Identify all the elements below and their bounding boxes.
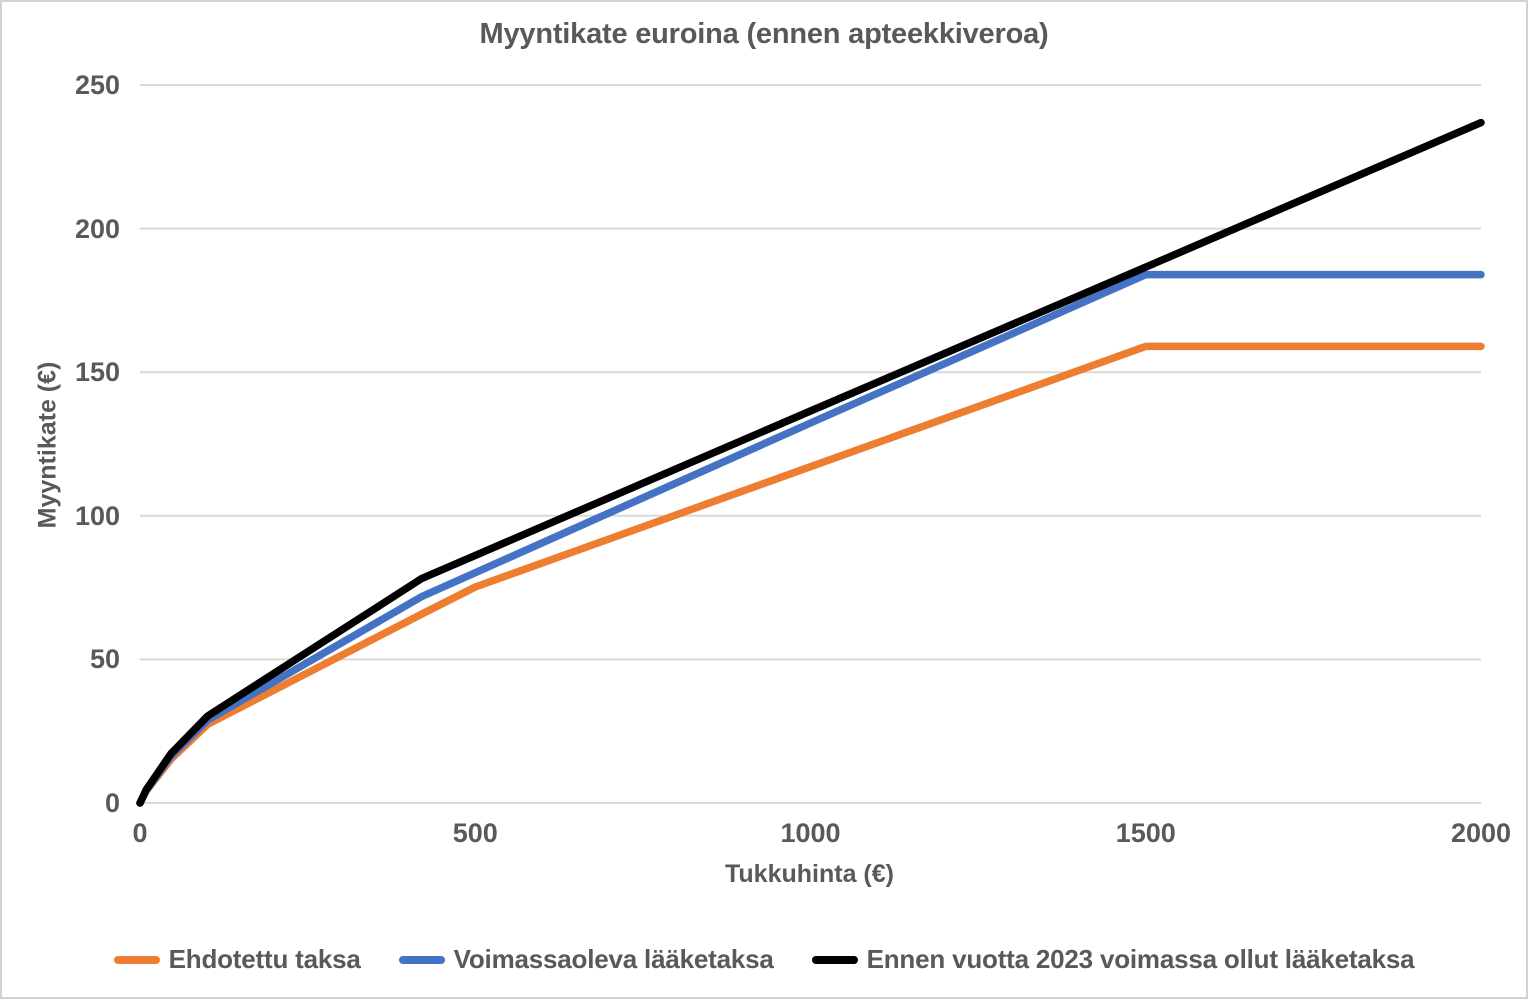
x-tick-label: 1500	[1115, 818, 1176, 848]
x-axis-title: Tukkuhinta (€)	[725, 860, 894, 888]
chart-title: Myyntikate euroina (ennen apteekkiveroa)	[479, 18, 1049, 50]
legend-swatch-icon	[398, 955, 445, 964]
series-line-1	[136, 270, 1485, 807]
legend-label: Ennen vuotta 2023 voimassa ollut lääketa…	[866, 944, 1415, 974]
y-tick-label: 0	[104, 788, 120, 818]
y-tick-label: 50	[89, 644, 120, 675]
legend-label: Voimassaoleva lääketaksa	[453, 944, 774, 974]
series-line-2	[136, 118, 1485, 807]
y-tick-label: 200	[74, 213, 120, 244]
y-tick-label: 150	[74, 357, 120, 388]
legend-swatch-icon	[811, 955, 858, 964]
x-tick-label: 0	[132, 818, 148, 848]
legend-label: Ehdotettu taksa	[168, 944, 361, 974]
legend-swatch-icon	[113, 955, 160, 964]
legend-item-2: Ennen vuotta 2023 voimassa ollut lääketa…	[811, 944, 1415, 975]
y-tick-label: 250	[74, 70, 120, 100]
legend-item-0: Ehdotettu taksa	[113, 944, 361, 975]
x-tick-label: 1000	[780, 818, 841, 848]
x-tick-label: 2000	[1450, 818, 1512, 848]
legend-item-1: Voimassaoleva lääketaksa	[398, 944, 774, 975]
x-tick-label: 500	[452, 818, 498, 848]
y-tick-label: 100	[74, 500, 120, 531]
legend: Ehdotettu taksa Voimassaoleva lääketaksa E…	[2, 944, 1526, 975]
